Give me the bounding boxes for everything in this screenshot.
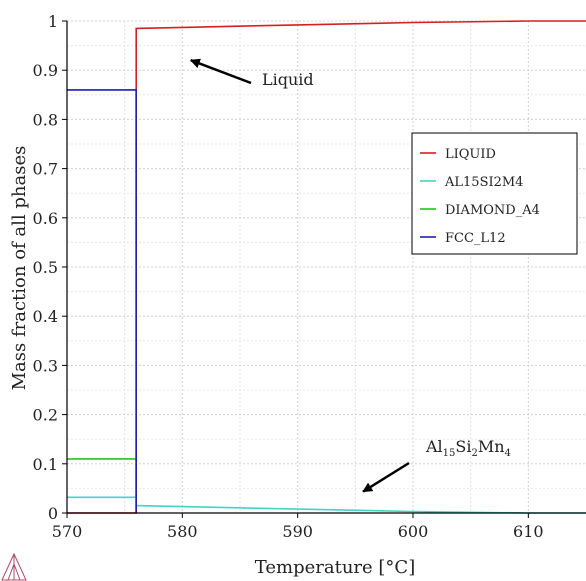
y-tick-label: 0.1 (33, 455, 58, 474)
tick-labels: 570 580 590 600 610 0 0.1 0.2 0.3 0.4 0.5 0.6 0.7 0.8… (33, 12, 544, 541)
legend-label: AL15SI2M4 (444, 175, 523, 190)
annotation-subscript: 4 (505, 448, 511, 459)
x-tick-label: 600 (398, 522, 429, 541)
annotation-liquid-arrow (189, 58, 252, 85)
grid (66, 20, 586, 514)
x-tick-label: 610 (513, 522, 544, 541)
y-tick-label: 0.5 (33, 258, 58, 277)
series-line-diamond-a4 (67, 458, 137, 513)
annotation-text-part: Mn (478, 437, 505, 456)
y-tick-label: 0 (48, 504, 58, 523)
legend-label: DIAMOND_A4 (445, 203, 540, 218)
y-axis-label: Mass fraction of all phases (9, 146, 30, 391)
y-tick-label: 0.3 (33, 356, 58, 375)
axes (62, 20, 586, 518)
x-axis-label: Temperature [°C] (255, 557, 415, 578)
legend: LIQUID AL15SI2M4 DIAMOND_A4 FCC_L12 (411, 132, 578, 255)
y-tick-label: 0.6 (33, 209, 58, 228)
x-tick-label: 580 (167, 522, 198, 541)
annotation-liquid-label: Liquid (262, 70, 314, 89)
annotation-subscript: 2 (471, 448, 477, 459)
annotation-al15si2mn4-label: Al15Si2Mn4 (425, 437, 511, 459)
annotation-text-part: Al (425, 437, 443, 456)
annotation-al15si2mn4-arrow (362, 461, 410, 493)
legend-box (411, 132, 578, 255)
legend-label: LIQUID (445, 147, 496, 162)
annotation-text-part: Si (455, 437, 471, 456)
series-line-fcc-l12 (67, 89, 137, 513)
legend-label: FCC_L12 (445, 231, 506, 246)
y-tick-label: 0.9 (33, 61, 58, 80)
y-tick-label: 0.2 (33, 406, 58, 425)
annotations: Liquid Al15Si2Mn4 (189, 58, 511, 493)
y-tick-label: 1 (48, 12, 58, 31)
series-line-al15si2m4 (67, 496, 586, 514)
software-logo-icon (1, 552, 27, 581)
x-tick-label: 570 (52, 522, 83, 541)
annotation-subscript: 15 (443, 448, 456, 459)
y-tick-label: 0.8 (33, 110, 58, 129)
y-tick-label: 0.7 (33, 160, 58, 179)
y-tick-label: 0.4 (33, 307, 58, 326)
x-tick-label: 590 (282, 522, 313, 541)
